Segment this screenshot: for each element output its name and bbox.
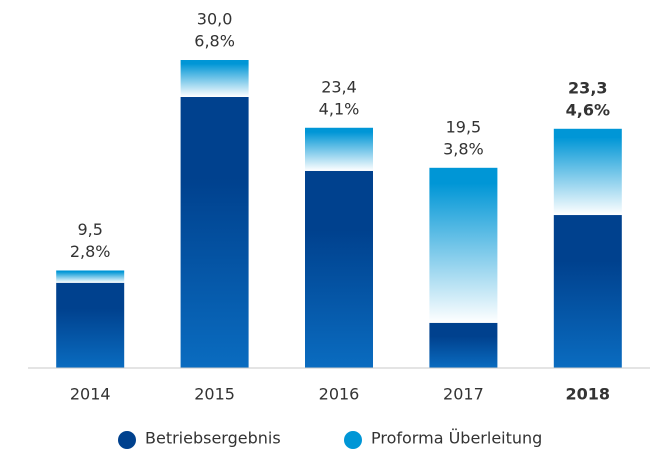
bar-segment (429, 322, 498, 368)
share-label: 4,6% (566, 100, 610, 119)
x-tick-label: 2017 (443, 385, 484, 404)
total-label: 9,5 (77, 220, 102, 239)
bar-segment (56, 282, 125, 368)
bar-segment (553, 128, 622, 216)
bar-segment (305, 127, 373, 171)
bar-segment (56, 270, 125, 283)
share-label: 4,1% (319, 99, 360, 118)
bar-segment (553, 215, 622, 368)
bar-segment (305, 170, 373, 368)
bar-segment (429, 167, 498, 323)
x-tick-label: 2018 (566, 385, 611, 404)
x-tick-label: 2014 (70, 385, 111, 404)
share-label: 6,8% (194, 32, 235, 51)
x-tick-label: 2016 (319, 385, 360, 404)
legend-label: Proforma Überleitung (371, 429, 542, 448)
share-label: 3,8% (443, 139, 484, 158)
total-label: 19,5 (446, 117, 482, 136)
total-label: 23,3 (568, 78, 607, 97)
bar-segment (180, 60, 249, 97)
x-tick-label: 2015 (194, 385, 235, 404)
total-label: 30,0 (197, 10, 233, 29)
share-label: 2,8% (70, 242, 111, 261)
total-label: 23,4 (321, 77, 357, 96)
legend-marker (344, 431, 362, 449)
legend-label: Betriebsergebnis (145, 429, 281, 448)
bar-segment (180, 96, 249, 369)
legend-marker (118, 431, 136, 449)
